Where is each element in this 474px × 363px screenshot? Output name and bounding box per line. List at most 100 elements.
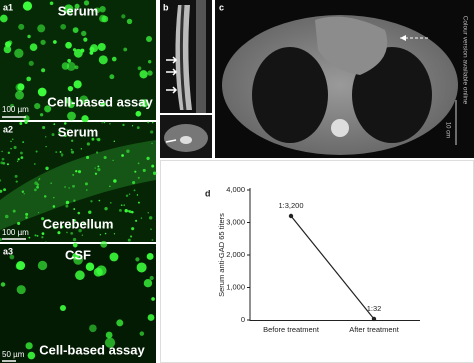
cell bbox=[105, 331, 113, 339]
cell bbox=[82, 222, 85, 225]
y-tick-label: 4,000 bbox=[226, 185, 245, 194]
cell bbox=[97, 42, 106, 51]
spine bbox=[175, 5, 192, 110]
panel-label: c bbox=[219, 2, 224, 12]
cell bbox=[137, 201, 140, 204]
cell bbox=[109, 252, 119, 262]
cell bbox=[37, 211, 40, 214]
cell bbox=[74, 3, 80, 9]
cell bbox=[58, 131, 61, 135]
cell bbox=[3, 188, 7, 192]
cell bbox=[68, 187, 70, 189]
cell bbox=[146, 253, 154, 260]
cell bbox=[97, 167, 101, 172]
scale-text: 100 µm bbox=[2, 105, 29, 114]
cell bbox=[17, 83, 25, 91]
cell bbox=[66, 61, 76, 71]
cell bbox=[60, 153, 64, 156]
cell bbox=[142, 168, 146, 173]
cell bbox=[10, 140, 12, 143]
cell bbox=[72, 173, 75, 176]
cell bbox=[147, 212, 149, 214]
cell bbox=[151, 297, 155, 301]
cell bbox=[63, 4, 74, 14]
cell bbox=[94, 7, 101, 14]
x-tick-label: After treatment bbox=[349, 325, 400, 334]
cell bbox=[137, 162, 140, 165]
cell bbox=[103, 155, 107, 160]
cell bbox=[136, 194, 139, 196]
cell bbox=[37, 87, 47, 97]
cell bbox=[109, 185, 111, 188]
cell bbox=[137, 176, 140, 179]
cell bbox=[73, 199, 76, 202]
point bbox=[371, 316, 377, 322]
cell bbox=[72, 242, 78, 248]
cell bbox=[91, 137, 95, 141]
cell bbox=[67, 58, 71, 63]
cell bbox=[96, 265, 107, 276]
cell bbox=[53, 196, 55, 199]
cell bbox=[109, 74, 115, 80]
panel-label: b bbox=[163, 2, 169, 12]
cell bbox=[135, 257, 140, 262]
cell bbox=[135, 110, 142, 117]
cell bbox=[29, 43, 38, 52]
lung-right bbox=[352, 47, 432, 143]
cell bbox=[113, 140, 116, 142]
cell bbox=[113, 179, 117, 183]
cell bbox=[38, 178, 41, 180]
cell bbox=[99, 14, 107, 23]
cell bbox=[151, 142, 153, 145]
panel-label: d bbox=[205, 188, 211, 198]
cell bbox=[19, 122, 23, 126]
cell bbox=[77, 211, 81, 215]
cell bbox=[132, 181, 136, 185]
cell bbox=[0, 179, 2, 182]
cell bbox=[70, 150, 75, 154]
point bbox=[288, 213, 294, 219]
cell bbox=[151, 164, 155, 168]
cell bbox=[77, 170, 82, 174]
cell bbox=[66, 231, 68, 234]
scale-text: 100 µm bbox=[2, 228, 29, 237]
cell bbox=[38, 179, 40, 181]
panel-label: a2 bbox=[3, 124, 13, 134]
arrows bbox=[166, 56, 178, 94]
cell bbox=[22, 1, 33, 11]
cell bbox=[22, 141, 25, 144]
cell bbox=[57, 231, 61, 235]
cell bbox=[42, 126, 46, 130]
y-axis-label: Serum anti-GAD 65 titers bbox=[217, 213, 226, 297]
cell bbox=[59, 304, 67, 312]
cell bbox=[67, 85, 74, 92]
y-tick-label: 1,000 bbox=[226, 282, 245, 291]
arrow-head bbox=[400, 35, 406, 41]
cell bbox=[64, 186, 66, 188]
cell bbox=[65, 41, 72, 49]
cell bbox=[75, 170, 78, 173]
cell bbox=[73, 80, 82, 89]
cell bbox=[25, 212, 29, 216]
cell bbox=[120, 204, 123, 207]
cell bbox=[151, 239, 154, 241]
cell bbox=[85, 262, 95, 272]
cell bbox=[37, 260, 48, 271]
cell bbox=[6, 163, 9, 166]
cell bbox=[110, 225, 113, 228]
mass bbox=[315, 16, 388, 76]
panel-caption: Cell-based assay bbox=[47, 94, 153, 109]
cell bbox=[97, 165, 100, 168]
cell bbox=[147, 60, 152, 64]
cell bbox=[116, 319, 124, 327]
panel-title: Serum bbox=[58, 3, 98, 18]
cell bbox=[136, 262, 147, 273]
cell bbox=[99, 5, 106, 13]
cell bbox=[18, 23, 25, 30]
cell bbox=[28, 60, 34, 66]
cell bbox=[11, 138, 14, 141]
cell bbox=[36, 185, 39, 189]
panel-title: Serum bbox=[58, 124, 98, 139]
cell bbox=[24, 120, 28, 124]
